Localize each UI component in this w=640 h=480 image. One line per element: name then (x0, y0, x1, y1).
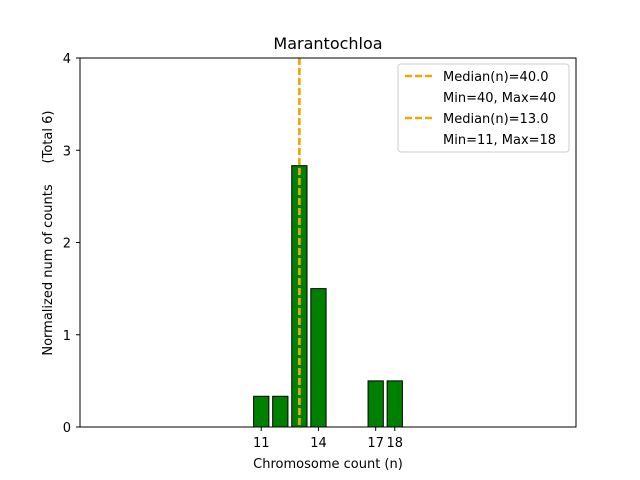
legend-box (397, 63, 570, 153)
y-tick-label-4: 4 (63, 52, 71, 67)
bar-14 (310, 288, 327, 428)
legend-entry-median-1-range: Min=40, Max=40 (443, 91, 556, 106)
x-tick-label-14: 14 (310, 436, 327, 451)
x-axis-ticks: 11 14 17 18 (253, 427, 403, 451)
y-axis-total-note: (Total 6) (41, 111, 56, 164)
y-axis-ticks: 0 1 2 3 4 (63, 52, 80, 436)
legend-entry-median-2-range: Min=11, Max=18 (443, 133, 556, 148)
x-tick-label-17: 17 (367, 436, 384, 451)
legend-entry-median-2-label: Median(n)=13.0 (443, 112, 549, 127)
x-axis-label: Chromosome count (n) (253, 457, 403, 472)
y-tick-label-0: 0 (63, 421, 71, 436)
x-tick-label-18: 18 (386, 436, 403, 451)
bars-layer (253, 165, 403, 428)
y-tick-label-3: 3 (63, 144, 71, 159)
legend: Median(n)=40.0 Min=40, Max=40 Median(n)=… (397, 63, 570, 153)
bar-17 (367, 380, 384, 428)
bar-18 (386, 380, 403, 428)
bar-11 (253, 395, 270, 428)
x-tick-label-11: 11 (253, 436, 270, 451)
y-tick-label-2: 2 (63, 237, 71, 252)
bar-12 (272, 395, 289, 428)
legend-entry-median-1-label: Median(n)=40.0 (443, 70, 549, 85)
y-tick-label-1: 1 (63, 329, 71, 344)
y-axis-label: Normalized num of counts (41, 184, 56, 355)
chart-title: Marantochloa (273, 34, 382, 53)
